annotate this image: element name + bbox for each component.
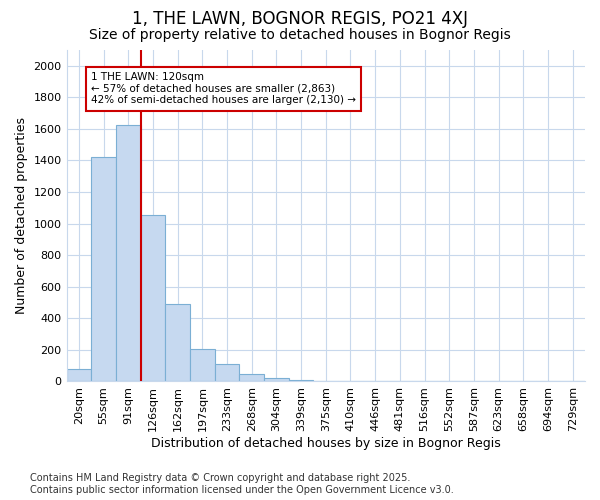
Bar [239, 374, 264, 382]
Y-axis label: Number of detached properties: Number of detached properties [15, 117, 28, 314]
Bar [215, 364, 239, 382]
Text: Contains HM Land Registry data © Crown copyright and database right 2025.
Contai: Contains HM Land Registry data © Crown c… [30, 474, 454, 495]
X-axis label: Distribution of detached houses by size in Bognor Regis: Distribution of detached houses by size … [151, 437, 500, 450]
Bar [165, 304, 190, 382]
Text: 1, THE LAWN, BOGNOR REGIS, PO21 4XJ: 1, THE LAWN, BOGNOR REGIS, PO21 4XJ [132, 10, 468, 28]
Bar [116, 125, 140, 382]
Bar [140, 215, 165, 382]
Bar [91, 158, 116, 382]
Bar [190, 349, 215, 382]
Bar [67, 369, 91, 382]
Bar [264, 378, 289, 382]
Text: 1 THE LAWN: 120sqm
← 57% of detached houses are smaller (2,863)
42% of semi-deta: 1 THE LAWN: 120sqm ← 57% of detached hou… [91, 72, 356, 106]
Text: Size of property relative to detached houses in Bognor Regis: Size of property relative to detached ho… [89, 28, 511, 42]
Bar [289, 380, 313, 382]
